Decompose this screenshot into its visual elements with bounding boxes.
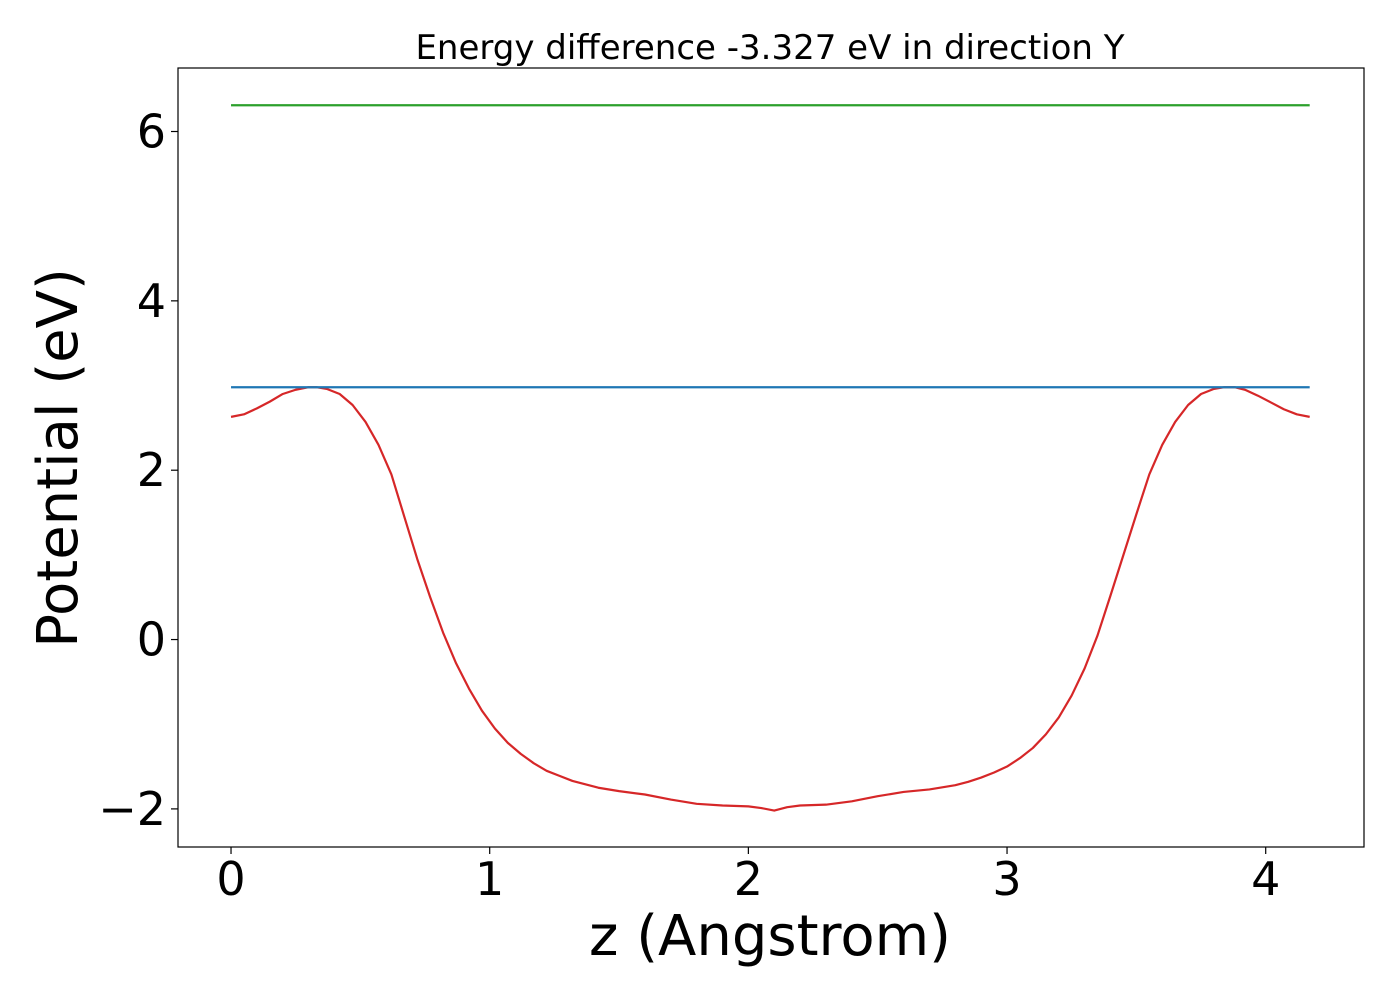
- x-axis-label: z (Angstrom): [589, 904, 951, 969]
- y-tick-label: −2: [98, 782, 166, 836]
- y-axis-label: Potential (eV): [26, 268, 91, 648]
- y-tick-label: 6: [137, 105, 166, 159]
- x-tick-label: 2: [734, 852, 763, 906]
- x-tick-label: 4: [1251, 852, 1280, 906]
- x-tick-label: 3: [992, 852, 1021, 906]
- chart-title: Energy difference -3.327 eV in direction…: [415, 28, 1124, 68]
- tick-layer: 0 1 2 3 4 −2 0 2 4 6: [98, 105, 1280, 906]
- y-tick-label: 4: [137, 274, 166, 328]
- x-tick-label: 1: [475, 852, 504, 906]
- series-layer: [230, 104, 1310, 812]
- x-tick-label: 0: [216, 852, 245, 906]
- y-tick-label: 2: [137, 443, 166, 497]
- plot-frame: [177, 67, 1365, 848]
- y-tick-label: 0: [137, 613, 166, 667]
- series-line-1: [230, 386, 1310, 812]
